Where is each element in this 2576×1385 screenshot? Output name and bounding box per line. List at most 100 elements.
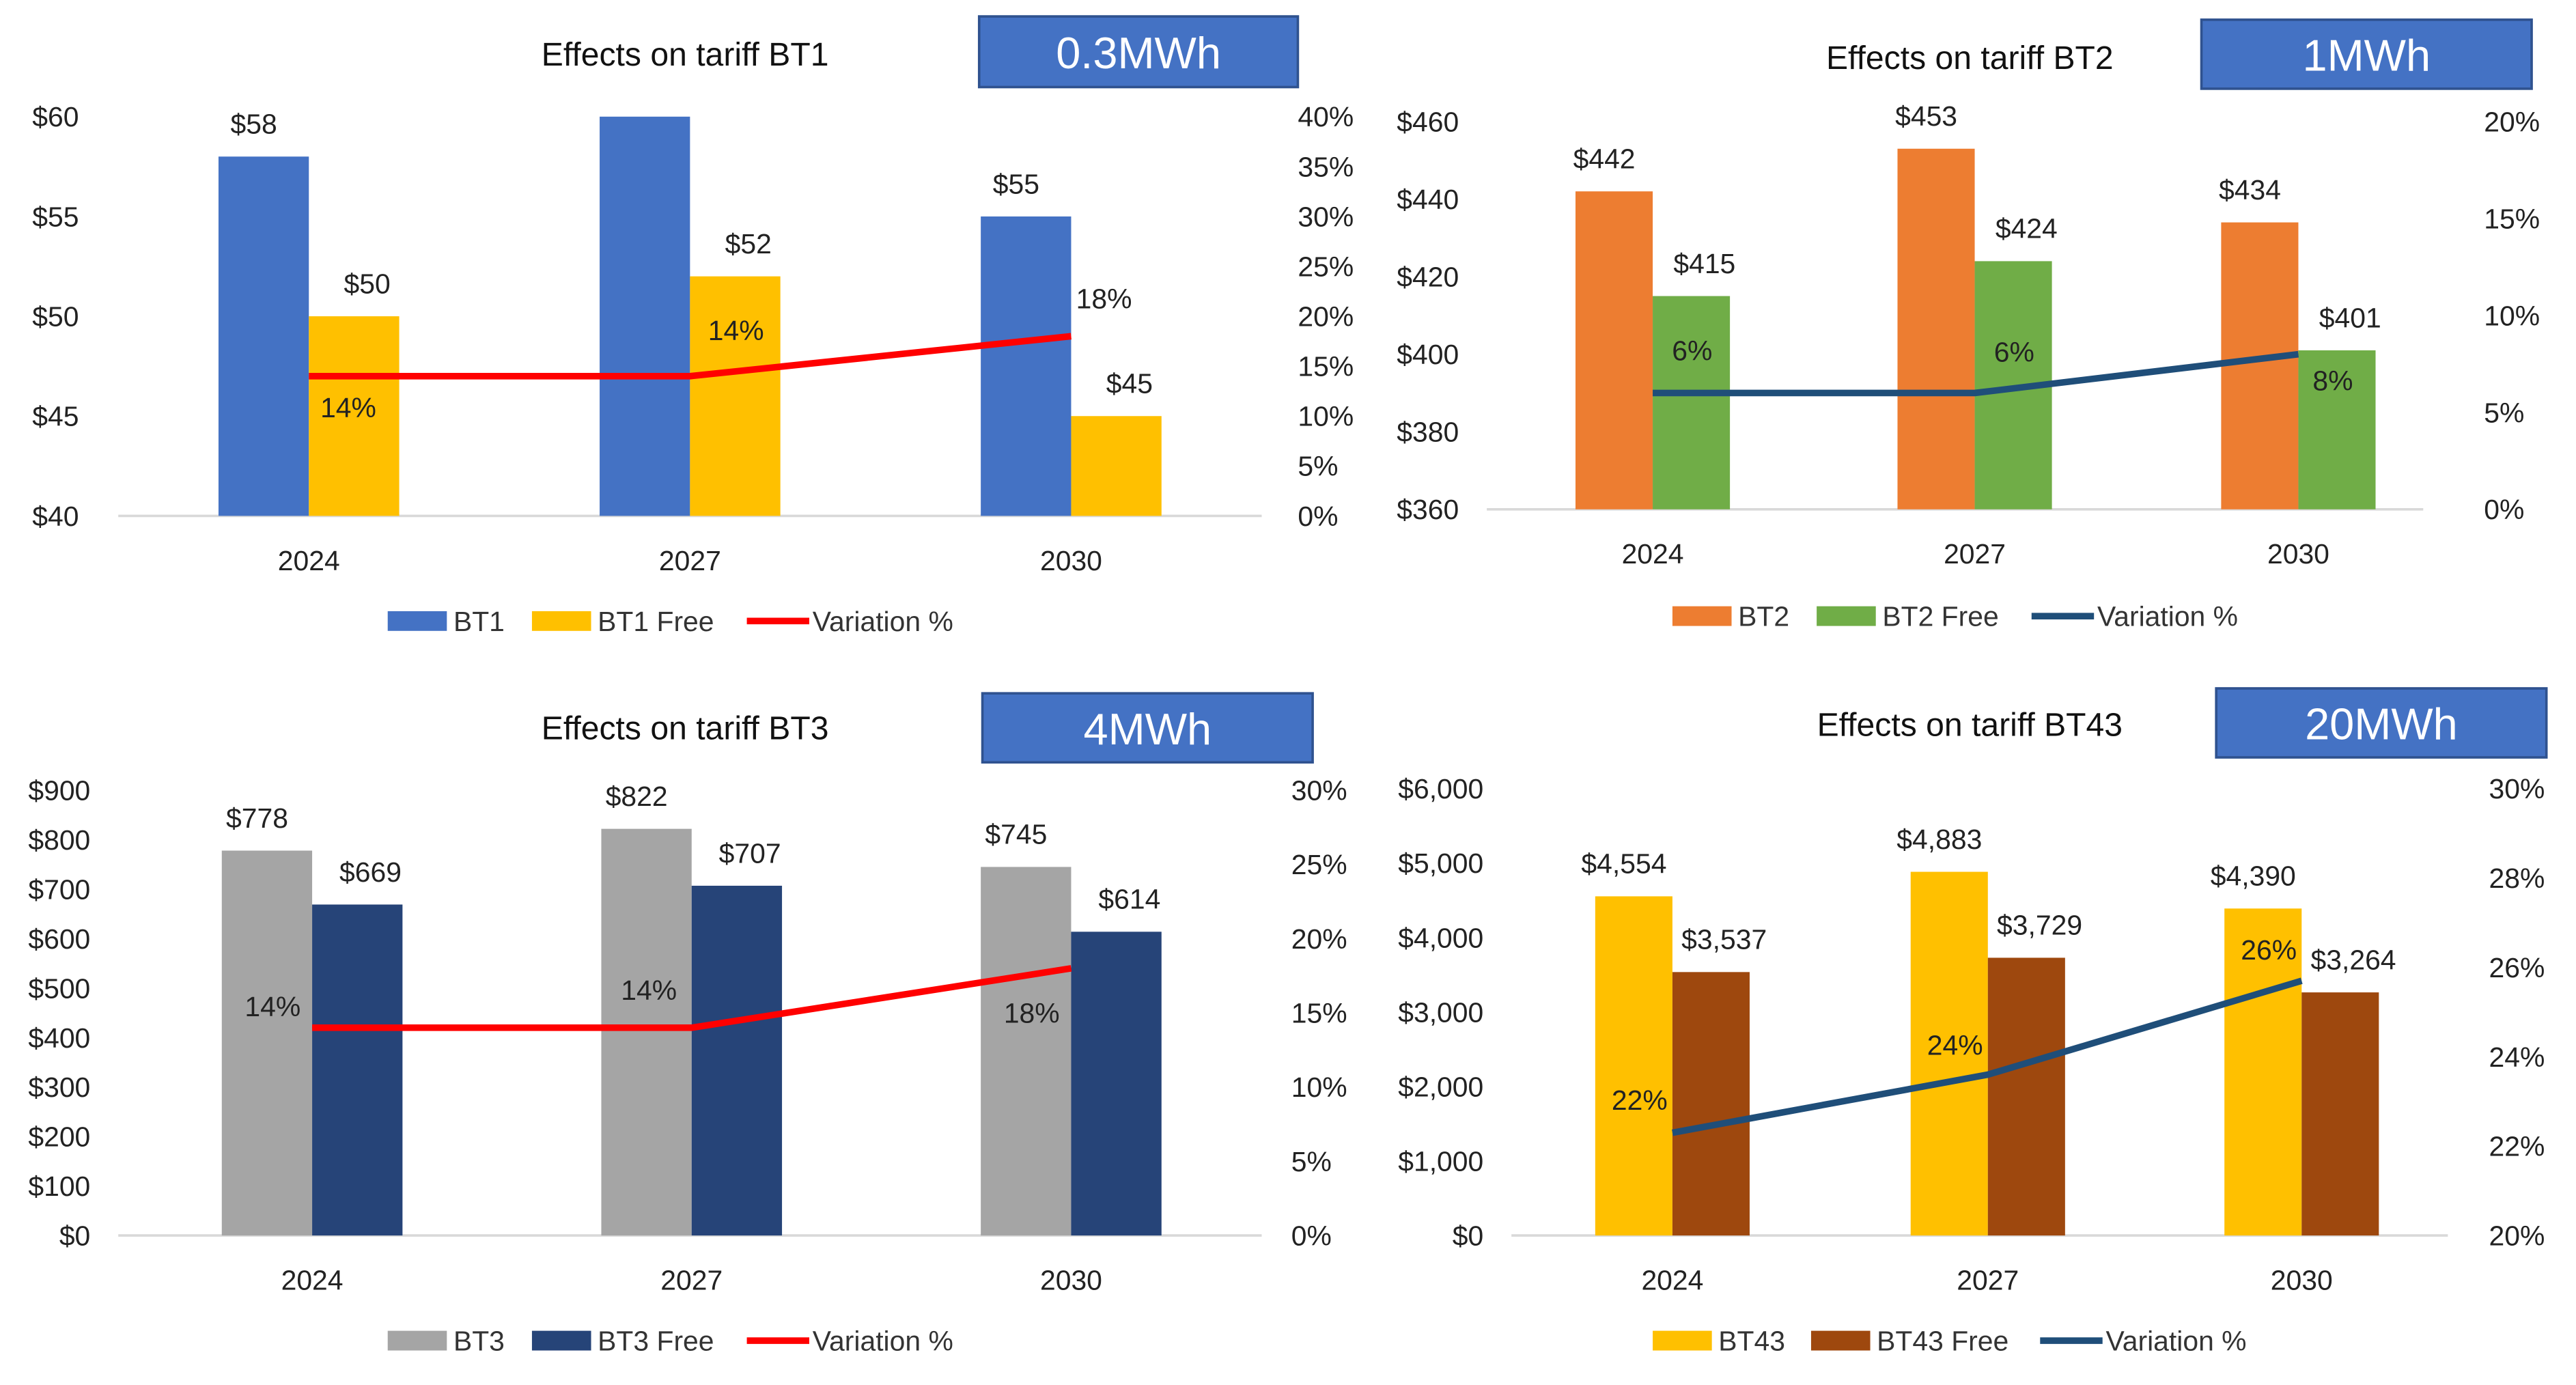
x-tick-label: 2024	[1622, 538, 1684, 570]
y-tick-label: $460	[1397, 106, 1459, 137]
legend-label: BT1 Free	[598, 606, 714, 637]
bar-value-label: $434	[2219, 174, 2281, 206]
x-tick-label: 2027	[1957, 1264, 2019, 1296]
bar-bt2	[2221, 222, 2299, 509]
bar-value-label: $4,554	[1581, 848, 1666, 880]
bar-value-label: $45	[1106, 368, 1153, 400]
x-tick-label: 2030	[2267, 538, 2329, 570]
legend-label: BT43 Free	[1877, 1325, 2008, 1356]
bar-value-label: $3,537	[1681, 924, 1767, 955]
y2-tick-label: 24%	[2489, 1041, 2545, 1073]
legend-swatch	[1672, 606, 1732, 626]
legend-label: BT43	[1718, 1325, 1785, 1356]
y2-tick-label: 30%	[1291, 775, 1347, 807]
y-tick-label: $0	[1453, 1220, 1483, 1252]
y-tick-label: $400	[1397, 339, 1459, 370]
variation-value-label: 14%	[244, 991, 300, 1022]
x-tick-label: 2024	[278, 545, 340, 576]
y2-tick-label: 10%	[1298, 401, 1354, 432]
legend-swatch	[531, 1330, 591, 1351]
legend-label: Variation %	[813, 606, 953, 637]
bar-value-label: $669	[339, 856, 402, 888]
y2-tick-label: 15%	[1298, 351, 1354, 382]
y-tick-label: $4,000	[1398, 922, 1483, 953]
bar-value-label: $3,264	[2311, 944, 2396, 975]
badge-box	[2200, 18, 2533, 90]
badge-box	[977, 15, 1300, 89]
bar-bt2-free	[2298, 350, 2376, 509]
x-tick-label: 2027	[659, 545, 721, 576]
bar-bt43	[1595, 896, 1672, 1236]
y-tick-label: $700	[28, 873, 90, 905]
bar-bt3	[221, 850, 313, 1236]
badge-label: 0.3MWh	[1056, 28, 1221, 78]
y-tick-label: $360	[1397, 494, 1459, 525]
variation-value-label: 24%	[1927, 1030, 1983, 1061]
chart-panel-3: Effects on tariff BT3 4MWh $0 $100 $200 $300 $…	[28, 692, 1347, 1356]
bar-value-label: $401	[2319, 302, 2381, 333]
bar-bt3	[981, 867, 1072, 1236]
y2-tick-label: 15%	[1291, 998, 1347, 1029]
bar-value-label: $745	[985, 819, 1047, 850]
y2-tick-label: 26%	[2489, 952, 2545, 983]
y-tick-label: $800	[28, 824, 90, 856]
y-tick-label: $6,000	[1398, 773, 1483, 805]
legend-label: BT2	[1738, 601, 1789, 632]
y-tick-label: $300	[28, 1072, 90, 1103]
legend-label: BT1	[453, 606, 505, 637]
y2-tick-label: 0%	[1298, 501, 1338, 532]
bar-value-label: $424	[1996, 213, 2058, 244]
y-tick-label: $900	[28, 775, 90, 807]
y2-tick-label: 35%	[1298, 151, 1354, 182]
legend-label: Variation %	[813, 1325, 953, 1356]
legend-swatch	[387, 1330, 447, 1351]
x-tick-label: 2030	[1040, 545, 1102, 576]
x-tick-label: 2027	[660, 1264, 723, 1296]
bar-bt1	[218, 156, 309, 516]
bar-value-label: $415	[1673, 248, 1735, 279]
y-tick-label: $50	[32, 301, 79, 333]
variation-value-label: 8%	[2312, 365, 2353, 397]
bar-value-label: $707	[719, 837, 781, 869]
legend-label: Variation %	[2106, 1325, 2247, 1356]
bar-bt1-free	[690, 276, 781, 516]
bar-bt1	[600, 116, 690, 516]
y2-tick-label: 20%	[1298, 301, 1354, 333]
variation-value-label: 14%	[320, 392, 376, 423]
y-tick-label: $100	[28, 1171, 90, 1202]
variation-value-label: 6%	[1672, 335, 1712, 366]
bar-bt3-free	[312, 904, 403, 1236]
y2-tick-label: 30%	[1298, 201, 1354, 232]
y-tick-label: $200	[28, 1121, 90, 1153]
bar-value-label: $4,883	[1896, 824, 1982, 855]
y2-tick-label: 28%	[2489, 863, 2545, 894]
y-tick-label: $500	[28, 973, 90, 1004]
y-tick-label: $440	[1397, 184, 1459, 215]
variation-value-label: 18%	[1004, 997, 1060, 1029]
bar-bt43	[1910, 871, 1988, 1236]
bar-bt1-free	[1071, 416, 1162, 516]
bar-value-label: $442	[1573, 143, 1636, 175]
legend-swatch	[1817, 606, 1876, 626]
y2-tick-label: 20%	[1291, 923, 1347, 955]
x-tick-label: 2030	[1040, 1264, 1102, 1296]
y2-tick-label: 0%	[1291, 1220, 1332, 1252]
chart-title: Effects on tariff BT3	[542, 710, 829, 747]
variation-value-label: 18%	[1076, 283, 1132, 314]
bar-bt43-free	[1987, 957, 2065, 1236]
chart-title: Effects on tariff BT1	[542, 36, 829, 73]
bar-value-label: $4,390	[2211, 861, 2296, 892]
x-tick-label: 2027	[1944, 538, 2006, 570]
y2-tick-label: 5%	[1298, 451, 1338, 482]
bar-bt43-free	[1672, 972, 1750, 1236]
y-tick-label: $60	[32, 101, 79, 132]
bar-value-label: $50	[344, 268, 391, 299]
y-tick-label: $3,000	[1398, 996, 1483, 1028]
y2-tick-label: 20%	[2489, 1220, 2545, 1252]
variation-value-label: 14%	[621, 975, 677, 1006]
badge-label: 1MWh	[2302, 30, 2431, 80]
bar-bt1	[981, 216, 1072, 516]
legend-swatch	[531, 611, 591, 631]
y2-tick-label: 10%	[1291, 1072, 1347, 1103]
